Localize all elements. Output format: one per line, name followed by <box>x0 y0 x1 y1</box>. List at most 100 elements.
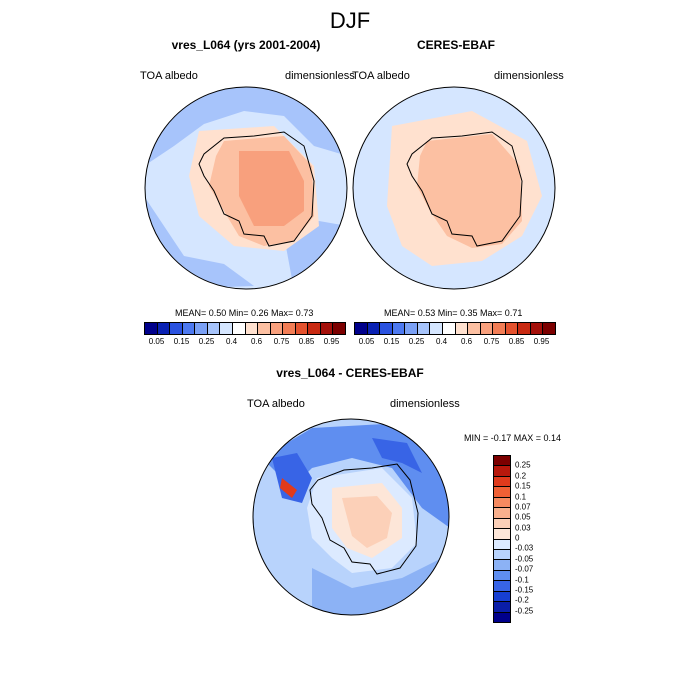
colorbar-swatch <box>430 323 443 334</box>
colorbar-tick-label: 0.25 <box>408 337 425 346</box>
panel-model-left-label: TOA albedo <box>140 70 198 82</box>
colorbar-tick-label: 0.05 <box>148 337 165 346</box>
colorbar-diff <box>493 455 511 623</box>
colorbar-swatch <box>320 323 334 334</box>
colorbar-swatch <box>494 518 510 530</box>
colorbar-swatch <box>355 323 368 334</box>
colorbar-swatch <box>494 487 510 498</box>
colorbar-swatch <box>207 323 221 334</box>
map-model-albedo <box>144 86 348 290</box>
colorbar-tick-label: 0.03 <box>515 523 531 533</box>
colorbar-swatch <box>258 323 271 334</box>
colorbar-swatch <box>543 323 555 334</box>
map-obs-albedo <box>352 86 556 290</box>
colorbar-tick-label: 0.2 <box>515 471 527 481</box>
panel-obs-title: CERES-EBAF <box>416 38 495 52</box>
colorbar-swatch <box>308 323 321 334</box>
colorbar-swatch <box>494 602 510 613</box>
panel-obs-stats: MEAN= 0.53 Min= 0.35 Max= 0.71 <box>384 308 523 318</box>
colorbar-obs-ticks: 0.05 0.15 0.25 0.4 0.6 0.75 0.85 0.95 <box>354 337 554 347</box>
colorbar-tick-label: 0.1 <box>515 492 527 501</box>
colorbar-swatch <box>518 323 531 334</box>
colorbar-swatch <box>494 476 510 488</box>
colorbar-swatch <box>494 539 510 550</box>
colorbar-swatch <box>295 323 309 334</box>
colorbar-swatch <box>480 323 494 334</box>
colorbar-swatch <box>493 323 506 334</box>
colorbar-swatch <box>505 323 519 334</box>
colorbar-swatch <box>494 560 510 571</box>
colorbar-swatch <box>405 323 418 334</box>
colorbar-swatch <box>232 323 246 334</box>
colorbar-swatch <box>367 323 381 334</box>
colorbar-swatch <box>283 323 296 334</box>
figure-title: DJF <box>329 8 371 33</box>
colorbar-swatch <box>494 508 510 519</box>
colorbar-swatch <box>468 323 481 334</box>
colorbar-swatch <box>157 323 171 334</box>
panel-model-title: vres_L064 (yrs 2001-2004) <box>171 38 321 52</box>
colorbar-tick-label: 0.85 <box>508 337 525 346</box>
colorbar-tick-label: -0.05 <box>515 554 534 564</box>
colorbar-model-ticks: 0.05 0.15 0.25 0.4 0.6 0.75 0.85 0.95 <box>144 337 344 347</box>
colorbar-swatch <box>494 581 510 592</box>
colorbar-tick-label: 0.15 <box>515 481 531 491</box>
colorbar-swatch <box>442 323 456 334</box>
colorbar-tick-label: 0.95 <box>533 337 550 346</box>
colorbar-tick-label: -0.15 <box>515 585 534 595</box>
colorbar-swatch <box>220 323 233 334</box>
colorbar-swatch <box>380 323 393 334</box>
colorbar-swatch <box>494 570 510 582</box>
colorbar-tick-label: -0.07 <box>515 564 534 574</box>
colorbar-tick-label: 0.4 <box>435 337 448 346</box>
colorbar-tick-label: 0.6 <box>460 337 473 346</box>
colorbar-swatch <box>494 497 510 509</box>
colorbar-swatch <box>182 323 196 334</box>
colorbar-model <box>144 322 346 335</box>
colorbar-swatch <box>245 323 259 334</box>
colorbar-swatch <box>455 323 469 334</box>
colorbar-swatch <box>494 591 510 603</box>
panel-model-right-label: dimensionless <box>285 70 355 82</box>
colorbar-swatch <box>530 323 544 334</box>
diff-title: vres_L064 - CERES-EBAF <box>276 366 424 380</box>
colorbar-tick-label: 0.6 <box>250 337 263 346</box>
colorbar-tick-label: 0.05 <box>515 512 531 522</box>
colorbar-tick-label: 0 <box>515 533 520 543</box>
map-diff-albedo <box>252 418 450 616</box>
diff-right-label: dimensionless <box>390 398 460 410</box>
colorbar-swatch <box>195 323 208 334</box>
colorbar-swatch <box>494 612 510 622</box>
colorbar-tick-label: 0.07 <box>515 502 531 512</box>
colorbar-tick-label: 0.75 <box>483 337 500 346</box>
colorbar-swatch <box>145 323 158 334</box>
colorbar-tick-label: 0.25 <box>515 460 531 470</box>
colorbar-tick-label: 0.05 <box>358 337 375 346</box>
colorbar-tick-label: 0.85 <box>298 337 315 346</box>
colorbar-swatch <box>333 323 345 334</box>
colorbar-swatch <box>494 456 510 467</box>
colorbar-tick-label: -0.03 <box>515 543 534 553</box>
panel-obs-right-label: dimensionless <box>494 70 564 82</box>
panel-model-stats: MEAN= 0.50 Min= 0.26 Max= 0.73 <box>175 308 314 318</box>
colorbar-tick-label: 0.95 <box>323 337 340 346</box>
colorbar-obs <box>354 322 556 335</box>
colorbar-tick-label: -0.2 <box>515 595 529 605</box>
colorbar-swatch <box>494 549 510 561</box>
colorbar-swatch <box>494 529 510 540</box>
colorbar-tick-label: 0.75 <box>273 337 290 346</box>
diff-stats: MIN = -0.17 MAX = 0.14 <box>464 433 562 443</box>
colorbar-swatch <box>494 466 510 477</box>
colorbar-tick-label: 0.15 <box>173 337 190 346</box>
panel-obs-left-label: TOA albedo <box>352 70 410 82</box>
colorbar-tick-label: 0.25 <box>198 337 215 346</box>
colorbar-swatch <box>170 323 183 334</box>
diff-left-label: TOA albedo <box>247 398 305 410</box>
colorbar-swatch <box>392 323 406 334</box>
colorbar-swatch <box>270 323 284 334</box>
colorbar-tick-label: 0.15 <box>383 337 400 346</box>
colorbar-swatch <box>417 323 431 334</box>
colorbar-tick-label: -0.1 <box>515 575 529 584</box>
colorbar-tick-label: 0.4 <box>225 337 238 346</box>
colorbar-diff-ticks: 0.25 0.2 0.15 0.1 0.07 0.05 0.03 0 -0.03 -0.05 -0.… <box>515 455 555 621</box>
